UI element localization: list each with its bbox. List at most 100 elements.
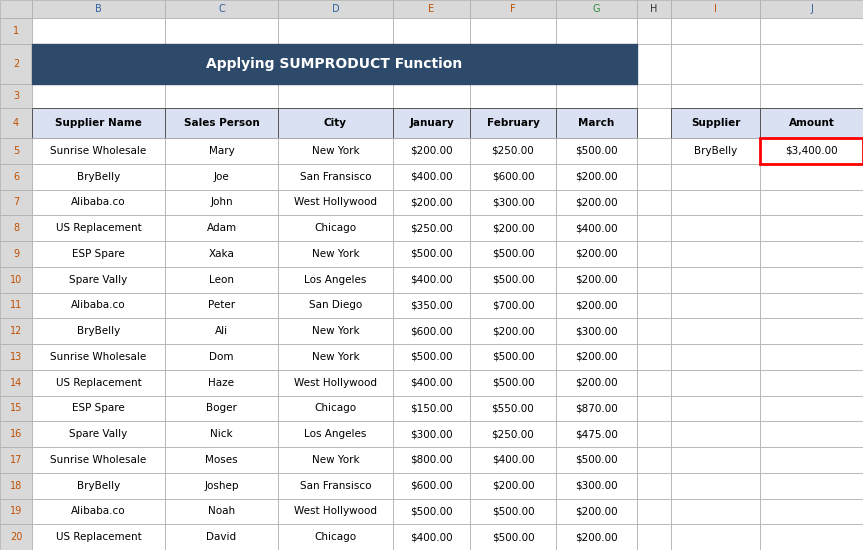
Bar: [165, 395, 278, 421]
Bar: [32, 318, 165, 344]
Bar: [278, 138, 393, 164]
Bar: [165, 344, 278, 370]
Bar: [0, 344, 32, 370]
Bar: [470, 344, 556, 370]
Bar: [470, 318, 556, 344]
Bar: [760, 84, 863, 108]
Text: $475.00: $475.00: [575, 429, 618, 439]
Bar: [165, 421, 278, 447]
Text: 14: 14: [9, 378, 22, 388]
Bar: [556, 138, 637, 164]
Bar: [278, 84, 393, 108]
Bar: [278, 293, 393, 318]
Bar: [0, 498, 32, 524]
Text: March: March: [578, 118, 614, 128]
Bar: [760, 108, 863, 138]
Bar: [760, 0, 863, 18]
Bar: [760, 18, 863, 44]
Text: February: February: [487, 118, 539, 128]
Bar: [637, 293, 671, 318]
Bar: [165, 164, 278, 190]
Text: $400.00: $400.00: [410, 532, 453, 542]
Bar: [278, 498, 393, 524]
Text: San Fransisco: San Fransisco: [299, 481, 371, 491]
Bar: [278, 215, 393, 241]
Bar: [556, 395, 637, 421]
Bar: [393, 215, 470, 241]
Bar: [393, 395, 470, 421]
Text: F: F: [510, 4, 516, 14]
Text: $200.00: $200.00: [575, 274, 618, 285]
Bar: [165, 215, 278, 241]
Text: $400.00: $400.00: [492, 455, 534, 465]
Bar: [637, 524, 671, 550]
Bar: [393, 524, 470, 550]
Text: US Replacement: US Replacement: [55, 223, 142, 233]
Bar: [470, 293, 556, 318]
Bar: [637, 44, 671, 84]
Bar: [637, 84, 671, 108]
Bar: [556, 473, 637, 498]
Bar: [556, 318, 637, 344]
Bar: [278, 164, 393, 190]
Bar: [637, 421, 671, 447]
Bar: [0, 293, 32, 318]
Bar: [165, 190, 278, 215]
Bar: [393, 395, 470, 421]
Text: $250.00: $250.00: [492, 146, 534, 156]
Text: H: H: [651, 4, 658, 14]
Bar: [165, 241, 278, 267]
Bar: [671, 138, 760, 164]
Text: $700.00: $700.00: [492, 300, 534, 310]
Bar: [32, 421, 165, 447]
Text: $500.00: $500.00: [575, 455, 618, 465]
Bar: [556, 215, 637, 241]
Bar: [32, 84, 165, 108]
Bar: [393, 421, 470, 447]
Bar: [470, 84, 556, 108]
Bar: [393, 370, 470, 395]
Text: $500.00: $500.00: [492, 249, 534, 259]
Bar: [637, 395, 671, 421]
Bar: [165, 293, 278, 318]
Bar: [760, 421, 863, 447]
Bar: [470, 370, 556, 395]
Bar: [393, 293, 470, 318]
Bar: [165, 421, 278, 447]
Bar: [165, 498, 278, 524]
Text: $300.00: $300.00: [575, 326, 618, 336]
Bar: [760, 473, 863, 498]
Text: $500.00: $500.00: [410, 352, 453, 362]
Bar: [760, 108, 863, 138]
Bar: [671, 44, 760, 84]
Text: 3: 3: [13, 91, 19, 101]
Text: 7: 7: [13, 197, 19, 207]
Text: 1: 1: [13, 26, 19, 36]
Text: $200.00: $200.00: [410, 146, 453, 156]
Bar: [671, 370, 760, 395]
Text: $200.00: $200.00: [575, 352, 618, 362]
Text: ESP Spare: ESP Spare: [72, 249, 125, 259]
Bar: [278, 215, 393, 241]
Bar: [0, 164, 32, 190]
Text: Mary: Mary: [209, 146, 235, 156]
Text: $500.00: $500.00: [410, 507, 453, 516]
Text: 20: 20: [9, 532, 22, 542]
Text: West Hollywood: West Hollywood: [294, 378, 377, 388]
Bar: [556, 318, 637, 344]
Text: J: J: [810, 4, 813, 14]
Text: $500.00: $500.00: [492, 274, 534, 285]
Bar: [0, 108, 32, 138]
Bar: [393, 138, 470, 164]
Bar: [556, 447, 637, 473]
Bar: [671, 164, 760, 190]
Bar: [165, 344, 278, 370]
Bar: [393, 318, 470, 344]
Text: San Diego: San Diego: [309, 300, 362, 310]
Text: Applying SUMPRODUCT Function: Applying SUMPRODUCT Function: [206, 57, 463, 71]
Bar: [393, 108, 470, 138]
Bar: [470, 344, 556, 370]
Bar: [671, 473, 760, 498]
Text: New York: New York: [312, 326, 359, 336]
Bar: [671, 318, 760, 344]
